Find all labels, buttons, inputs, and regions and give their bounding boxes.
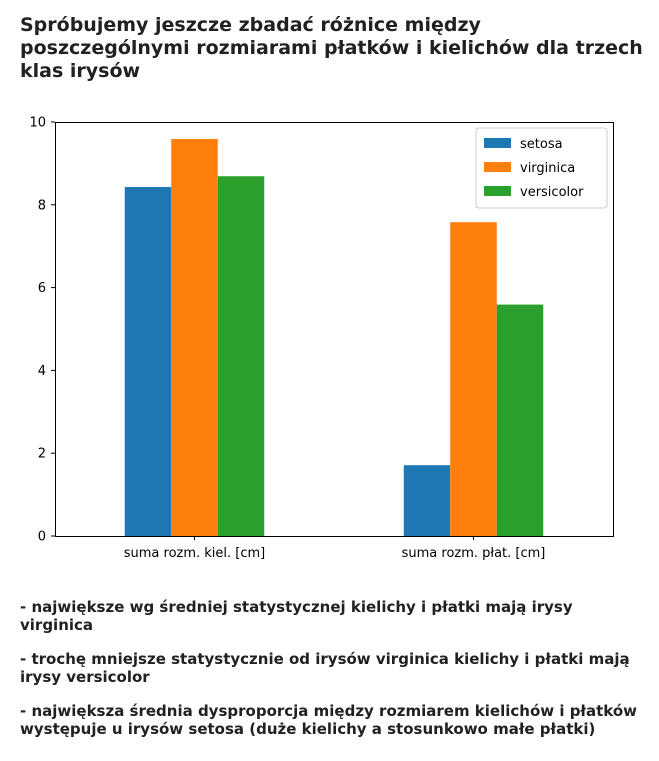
plot-frame [55,122,614,537]
y-axis: 0 2 4 6 8 10 [29,116,55,545]
page-heading: Spróbujemy jeszcze zbadać różnice między… [20,14,643,82]
y-tick-label: 2 [38,447,46,462]
bar-versicolor-0 [217,176,265,536]
legend-swatch-virginica [484,162,511,172]
y-tick-label: 10 [29,116,46,131]
y-tick-label: 8 [38,198,46,213]
y-tick-label: 6 [38,281,46,296]
x-tick-label: suma rozm. płat. [cm] [402,546,546,561]
conclusion-note: - największe wg średniej statystycznej k… [20,598,573,634]
legend-label-versicolor: versicolor [520,185,584,200]
bars-layer [124,138,544,536]
bar-setosa-1 [403,465,451,536]
legend-swatch-setosa [484,138,511,148]
legend-label-setosa: setosa [520,137,563,152]
bar-virginica-1 [450,222,497,536]
conclusions-list: - największe wg średniej statystycznej k… [20,598,650,754]
bar-versicolor-1 [496,304,544,536]
y-tick-label: 0 [38,530,46,545]
legend-label-virginica: virginica [520,161,575,176]
grouped-bar-chart: 0 2 4 6 8 10 suma rozm. kiel. [cm] suma rozm. … [0,100,659,580]
bar-setosa-0 [124,187,172,536]
conclusion-note: - trochę mniejsze statystycznie od irysó… [20,650,630,686]
conclusion-note: - największa średnia dysproporcja między… [20,702,638,738]
legend-swatch-versicolor [484,186,511,196]
bar-virginica-0 [171,138,218,536]
legend: setosa virginica versicolor [475,127,608,209]
y-tick-label: 4 [38,364,46,379]
x-tick-label: suma rozm. kiel. [cm] [124,546,266,561]
x-axis: suma rozm. kiel. [cm] suma rozm. płat. [c… [124,536,546,561]
